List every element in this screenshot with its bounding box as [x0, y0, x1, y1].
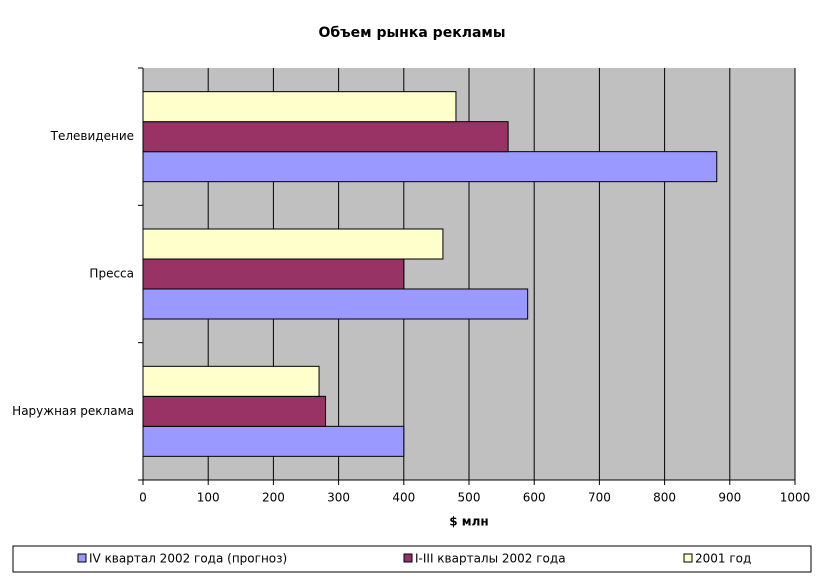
- bar: [142, 258, 405, 290]
- legend-label: IV квартал 2002 года (прогноз): [89, 552, 287, 566]
- x-tick-label: 400: [392, 491, 415, 505]
- legend-label: 2001 год: [695, 552, 751, 566]
- legend-swatch: [683, 553, 693, 563]
- bar: [142, 121, 509, 153]
- y-tick-label: Телевидение: [50, 129, 134, 143]
- x-tick-label: 500: [458, 491, 481, 505]
- x-tick-label: 100: [197, 491, 220, 505]
- x-tick-label: 0: [139, 491, 147, 505]
- bar: [142, 425, 405, 457]
- x-tick-label: 900: [718, 491, 741, 505]
- x-tick-label: 300: [327, 491, 350, 505]
- x-tick-label: 200: [262, 491, 285, 505]
- bar: [142, 288, 529, 320]
- x-axis-label: $ млн: [449, 515, 488, 529]
- legend-swatch: [403, 553, 413, 563]
- x-tick-label: 800: [653, 491, 676, 505]
- bar: [142, 395, 327, 427]
- bar: [142, 151, 718, 183]
- x-tick-label: 600: [523, 491, 546, 505]
- legend-label: I-III кварталы 2002 года: [415, 552, 566, 566]
- chart-title: Объем рынка рекламы: [318, 25, 505, 41]
- x-tick-label: 1000: [780, 491, 811, 505]
- x-tick-label: 700: [588, 491, 611, 505]
- legend-swatch: [77, 553, 87, 563]
- y-tick-label: Наружная реклама: [12, 404, 134, 418]
- bar: [142, 228, 444, 260]
- bar: [142, 365, 320, 397]
- y-tick-label: Пресса: [89, 267, 134, 281]
- bar: [142, 91, 457, 123]
